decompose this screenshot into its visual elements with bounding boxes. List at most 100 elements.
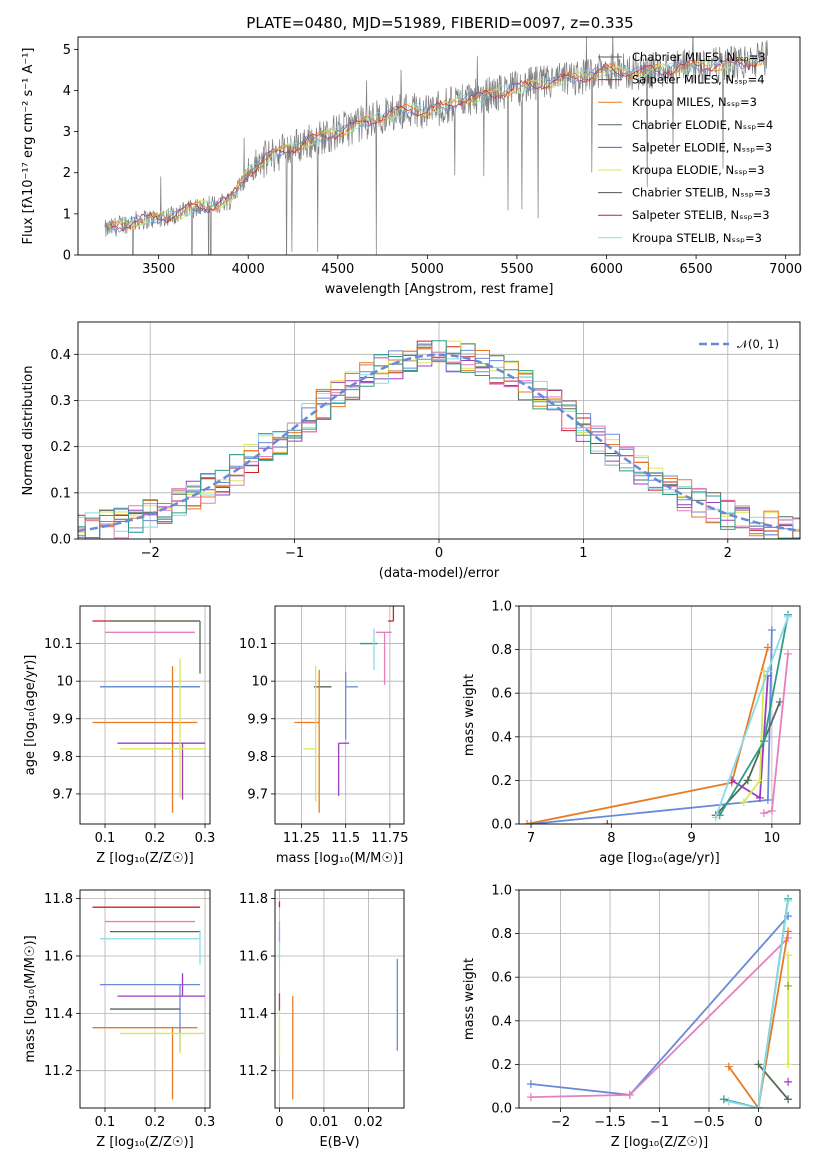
y-tick-label: 1 [63, 207, 71, 222]
x-tick-label: 0.3 [195, 831, 216, 846]
x-tick-label: 4500 [321, 262, 354, 277]
x-tick-label: 11.75 [371, 831, 408, 846]
weight-marker [754, 1060, 763, 1069]
x-tick-label: 7 [527, 831, 535, 846]
data-point [117, 973, 205, 997]
x-axis-label: E(B-V) [319, 1135, 359, 1150]
legend-label: Salpeter ELODIE, Nₛₛₚ=3 [632, 140, 772, 154]
weight-marker [523, 820, 532, 824]
y-axis-label: mass [log₁₀(M/M☉)] [23, 935, 38, 1062]
error-bars [278, 901, 398, 1100]
error-bars [92, 906, 205, 1100]
weight-marker [784, 1060, 793, 1069]
data-point [100, 930, 201, 965]
y-tick-label: 11.8 [239, 892, 268, 907]
x-tick-label: 9 [687, 831, 695, 846]
y-tick-label: 0.0 [491, 1102, 512, 1117]
weight-vs-age-panel: 7 8 9 10 0.0 0.2 0.4 0.6 0.8 1.0 age [log₁₀(age/yr… [462, 600, 801, 866]
x-tick-label: −2 [551, 1115, 570, 1130]
spectrum-panel: 3500 4000 4500 5000 5500 6000 6500 7000 0 1 2 3 4 5 wa… [21, 36, 802, 297]
weight-marker [527, 820, 536, 824]
y-tick-label: 11.4 [44, 1007, 73, 1022]
y-tick-label: 0.2 [50, 440, 71, 455]
y-axis-label: Normed distribution [21, 366, 36, 496]
weight-vs-metallicity-panel: −2 −1.5 −1 −0.5 0 0.0 0.2 0.4 0.6 0.8 1.0 Z [log₁₀(… [462, 884, 801, 1150]
age-vs-metallicity-panel: 0.1 0.2 0.3 9.7 9.8 9.9 10 10.1 Z [log₁₀(Z/Z☉)] a… [23, 605, 216, 866]
histogram-step [78, 349, 800, 539]
model-spectrum [111, 54, 765, 234]
weight-marker [784, 927, 793, 936]
weight-series-line [714, 616, 789, 818]
weight-marker [759, 809, 768, 818]
spectrum-lines [104, 37, 768, 255]
legend-label: Kroupa STELIB, Nₛₛₚ=3 [632, 231, 762, 245]
legend-label: Salpeter MILES, Nₛₛₚ=4 [632, 73, 765, 87]
y-tick-label: 0.6 [491, 687, 512, 702]
y-tick-label: 10 [56, 675, 73, 690]
x-axis-label: (data-model)/error [379, 566, 500, 581]
error-bars [92, 620, 205, 813]
weight-marker [784, 981, 793, 990]
axes-frame [79, 889, 211, 1109]
y-tick-label: 10 [251, 675, 268, 690]
y-tick-label: 9.7 [247, 787, 268, 802]
weight-marker [783, 649, 792, 658]
x-tick-label: −0.5 [693, 1115, 725, 1130]
y-tick-label: 0.8 [491, 643, 512, 658]
x-tick-label: 1 [579, 546, 587, 561]
x-tick-label: 0.3 [195, 1115, 216, 1130]
weight-marker [784, 951, 793, 960]
legend-label: Kroupa MILES, Nₛₛₚ=3 [632, 95, 757, 109]
x-tick-label: 0 [754, 1115, 762, 1130]
x-tick-label: 0.01 [309, 1115, 338, 1130]
weight-marker [526, 1080, 535, 1089]
weight-series-line [728, 900, 789, 1108]
weight-marker [759, 737, 768, 746]
residuals-panel: −2 −1 0 1 2 0.0 0.1 0.2 0.3 0.4 (data-model)/error… [21, 321, 801, 581]
weight-marker [783, 612, 792, 621]
y-tick-label: 9.8 [52, 750, 73, 765]
weight-marker [767, 625, 776, 634]
data-point [303, 666, 317, 802]
x-tick-label: 2 [724, 546, 732, 561]
axes-frame [518, 605, 801, 825]
residual-histograms [78, 340, 800, 539]
x-tick-label: −1.5 [594, 1115, 626, 1130]
figure-title: PLATE=0480, MJD=51989, FIBERID=0097, z=0… [246, 14, 633, 32]
data-point [375, 631, 392, 685]
legend-label: 𝒩(0, 1) [737, 337, 779, 351]
axes-frame [79, 605, 211, 825]
weight-series-line [728, 931, 789, 1108]
x-tick-label: 0.1 [95, 1115, 116, 1130]
y-tick-label: 4 [63, 84, 71, 99]
y-axis-label: mass weight [462, 958, 477, 1040]
weight-marker [711, 813, 720, 822]
weight-marker [739, 798, 748, 807]
error-bars [294, 606, 395, 813]
x-tick-label: 0 [275, 1115, 283, 1130]
model-spectrum [108, 55, 765, 235]
y-axis-label: age [log₁₀(age/yr)] [23, 655, 38, 776]
weight-marker [784, 1077, 793, 1086]
x-tick-label: 7000 [769, 262, 802, 277]
data-point [110, 620, 201, 674]
weight-marker [784, 1095, 793, 1104]
model-spectrum [110, 56, 764, 231]
y-tick-label: 9.7 [52, 787, 73, 802]
x-tick-label: 4000 [232, 262, 265, 277]
x-tick-label: 11.25 [283, 831, 320, 846]
y-tick-label: 11.6 [239, 949, 268, 964]
weight-marker [719, 1095, 728, 1104]
y-tick-label: 2 [63, 166, 71, 181]
x-tick-label: −2 [141, 546, 160, 561]
y-tick-label: 1.0 [491, 884, 512, 899]
x-tick-label: 5500 [500, 262, 533, 277]
data-point [120, 1032, 205, 1054]
weight-marker [767, 806, 776, 815]
weight-lines [526, 894, 793, 1108]
weight-marker [754, 1104, 763, 1108]
x-axis-label: mass [log₁₀(M/M☉)] [276, 851, 403, 866]
legend-label: Kroupa ELODIE, Nₛₛₚ=3 [632, 163, 765, 177]
x-axis-label: Z [log₁₀(Z/Z☉)] [611, 1135, 708, 1150]
